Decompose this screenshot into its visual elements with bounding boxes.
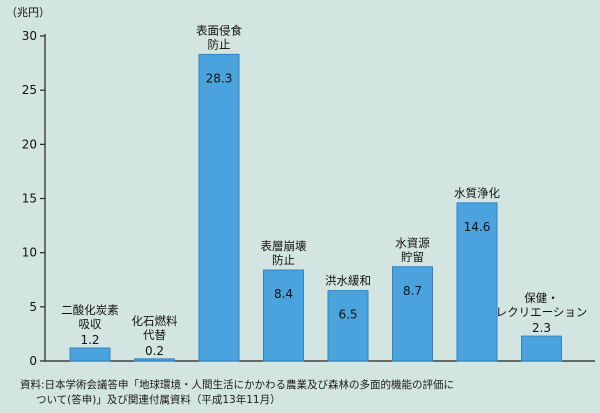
bar-value-label: 1.2 — [80, 333, 99, 347]
category-label: 水資源 — [395, 236, 430, 250]
category-label: 水質浄化 — [454, 186, 500, 200]
bar-value-label: 6.5 — [338, 308, 357, 322]
y-axis-label: （兆円） — [6, 6, 50, 19]
y-tick-label: 5 — [29, 300, 37, 314]
category-label: 代替 — [143, 328, 166, 342]
category-label: 化石燃料 — [132, 314, 178, 328]
category-label: 表層崩壊 — [261, 239, 307, 253]
bar-value-label: 14.6 — [464, 220, 491, 234]
bar-value-label: 0.2 — [145, 344, 164, 358]
bar — [456, 202, 498, 362]
bar-value-label: 2.3 — [532, 321, 551, 335]
y-tick-label: 30 — [22, 29, 37, 43]
bar-value-label: 8.4 — [274, 287, 293, 301]
y-tick-label: 10 — [22, 246, 37, 260]
bar — [521, 335, 562, 362]
bar — [327, 290, 369, 362]
bar-value-label: 28.3 — [206, 71, 233, 85]
source-line-1: 資料:日本学術会議答申「地球環境・人間生活にかかわる農業及び森林の多面的機能の評… — [20, 379, 455, 391]
y-tick-label: 15 — [22, 192, 37, 206]
bar — [392, 266, 433, 362]
y-tick-label: 25 — [22, 83, 37, 97]
bar — [263, 269, 304, 362]
category-label: 防止 — [272, 253, 295, 267]
category-label: 防止 — [208, 37, 231, 51]
bar-value-label: 8.7 — [403, 284, 422, 298]
category-label: 貯留 — [401, 250, 424, 264]
category-label: 洪水緩和 — [325, 274, 371, 288]
y-tick-label: 0 — [29, 354, 37, 368]
y-tick-label: 20 — [22, 137, 37, 151]
chart-bars — [69, 53, 562, 362]
category-label: 吸収 — [79, 317, 102, 331]
source-note: 資料:日本学術会議答申「地球環境・人間生活にかかわる農業及び森林の多面的機能の評… — [20, 378, 590, 408]
source-line-2: ついて(答申)」及び関連付属資料（平成13年11月） — [36, 394, 281, 406]
bar — [69, 347, 111, 362]
category-label: 二酸化炭素 — [61, 303, 119, 317]
category-label: 表面侵食 — [196, 23, 242, 37]
bar — [198, 53, 240, 362]
category-label: 保健・ — [524, 291, 559, 305]
category-label: レクリエーション — [496, 305, 588, 319]
bar — [134, 358, 175, 362]
